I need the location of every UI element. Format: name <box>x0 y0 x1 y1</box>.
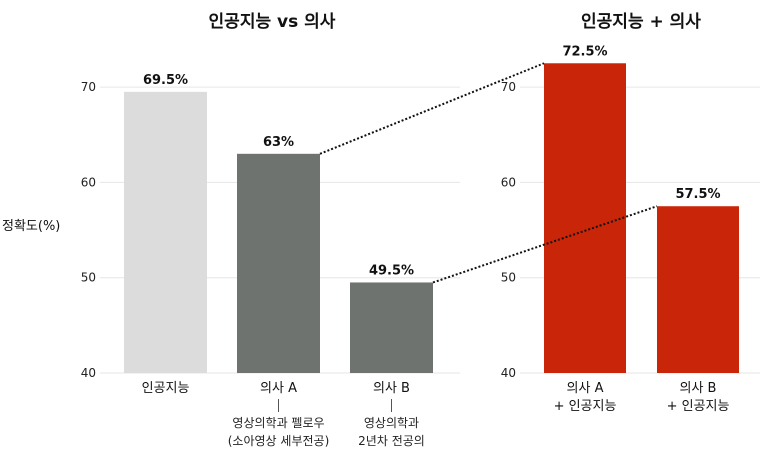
left-category-note: 2년차 전공의 <box>358 434 425 448</box>
left-category-label: 의사 B <box>373 381 410 396</box>
right-bar <box>544 63 626 374</box>
left-category-note: (소아영상 세부전공) <box>228 434 330 448</box>
left-y-tick-label: 60 <box>81 175 96 189</box>
left-y-tick-label: 70 <box>81 80 96 94</box>
right-y-tick-label: 60 <box>501 175 516 189</box>
right-chart-title: 인공지능 + 의사 <box>581 12 701 32</box>
left-bar <box>124 91 207 374</box>
right-bar <box>657 206 739 373</box>
comparison-connector <box>319 62 545 155</box>
left-category-label: 인공지능 <box>142 381 190 396</box>
left-bar <box>237 153 320 373</box>
right-category-label: + 인공지능 <box>667 399 730 414</box>
right-y-tick-label: 70 <box>501 80 516 94</box>
left-bar <box>350 282 433 373</box>
left-value-label: 69.5% <box>143 73 188 88</box>
left-chart-title: 인공지능 vs 의사 <box>209 12 336 32</box>
right-category-label: 의사 B <box>680 381 717 396</box>
right-category-label: 의사 A <box>567 381 604 396</box>
left-value-label: 63% <box>263 135 294 150</box>
left-category-note: 영상의학과 펠로우 <box>232 416 324 430</box>
right-value-label: 57.5% <box>675 187 720 202</box>
left-y-tick-label: 50 <box>81 271 96 285</box>
left-category-label: 의사 A <box>260 381 297 396</box>
right-value-label: 72.5% <box>562 44 607 59</box>
left-y-tick-label: 40 <box>81 366 96 380</box>
y-axis-label: 정확도(%) <box>2 219 60 234</box>
left-value-label: 49.5% <box>369 263 414 278</box>
right-y-tick-label: 40 <box>501 366 516 380</box>
right-category-label: + 인공지능 <box>554 399 617 414</box>
left-category-note: 영상의학과 <box>364 416 419 430</box>
comparison-connector <box>432 205 658 284</box>
right-y-tick-label: 50 <box>501 271 516 285</box>
